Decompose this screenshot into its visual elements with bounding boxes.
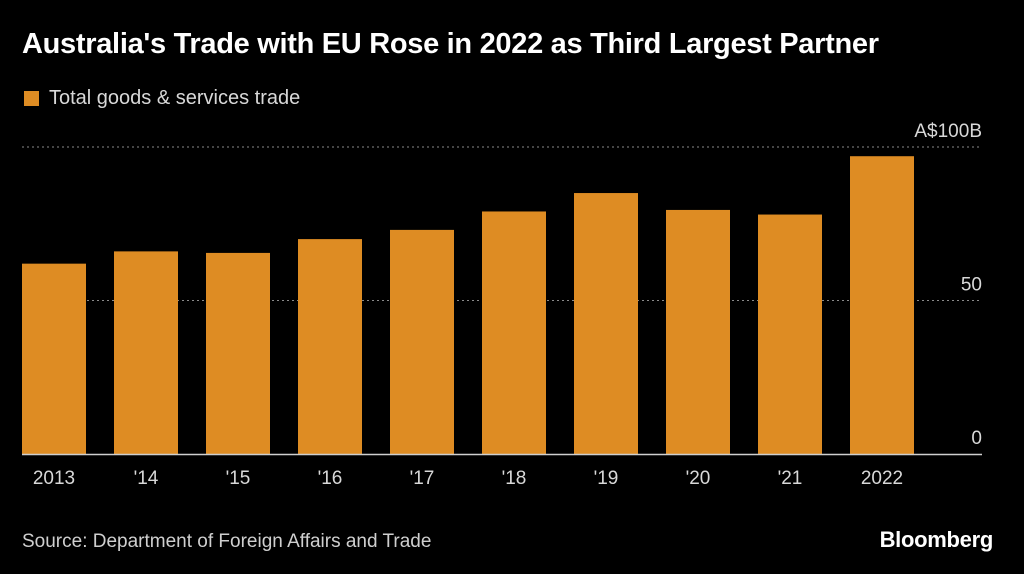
source-note: Source: Department of Foreign Affairs an…: [22, 531, 432, 552]
x-tick-label: '14: [134, 468, 159, 489]
bar: [206, 252, 270, 454]
x-tick-label: '17: [410, 468, 435, 489]
x-tick-label: 2022: [861, 468, 903, 489]
bar: [850, 156, 914, 454]
bar: [114, 251, 178, 454]
bar: [298, 239, 362, 454]
x-tick-label: '16: [318, 468, 343, 489]
x-tick-label: '21: [778, 468, 803, 489]
bar: [574, 193, 638, 455]
legend-label: Total goods & services trade: [49, 87, 301, 109]
x-tick-label: '15: [226, 468, 251, 489]
chart-legend: Total goods & services trade: [24, 87, 300, 110]
bar: [666, 209, 730, 454]
y-tick-label: 50: [961, 275, 982, 296]
legend-swatch: [24, 91, 39, 106]
x-tick-label: '20: [686, 468, 711, 489]
bar: [390, 229, 454, 454]
x-tick-label: 2013: [33, 468, 75, 489]
x-tick-label: '18: [502, 468, 527, 489]
bloomberg-logo: Bloomberg: [879, 527, 994, 552]
y-tick-label: A$100B: [914, 121, 982, 142]
bar: [22, 263, 86, 454]
bar: [482, 211, 546, 454]
bar: [758, 214, 822, 454]
x-tick-label: '19: [594, 468, 619, 489]
chart-title: Australia's Trade with EU Rose in 2022 a…: [22, 28, 879, 60]
y-tick-label: 0: [971, 428, 982, 449]
